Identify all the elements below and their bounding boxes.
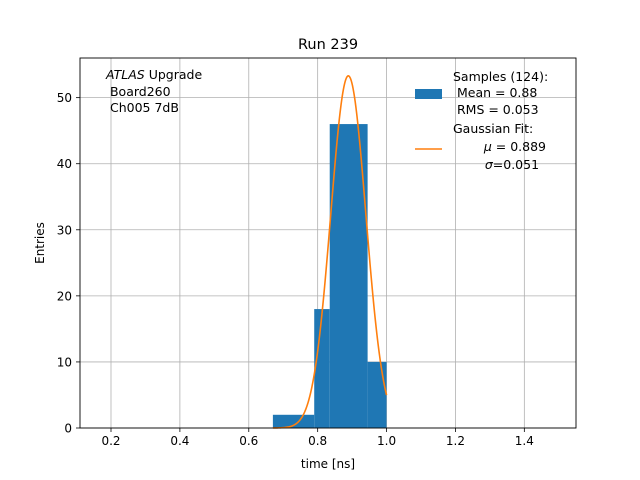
x-tick-label: 0.4: [170, 434, 189, 448]
legend: Samples (124): Mean = 0.88 RMS = 0.053 G…: [415, 69, 566, 172]
x-axis-ticks: 0.2 0.4 0.6 0.8 1.0 1.2 1.4: [101, 428, 534, 448]
legend-samples-rms: RMS = 0.053: [453, 102, 539, 117]
plot-frame: [79, 57, 577, 429]
legend-swatch-samples: [415, 89, 442, 99]
legend-fit-mu-value: = 0.889: [492, 139, 546, 154]
y-tick-label: 30: [57, 223, 72, 237]
grid: [80, 58, 576, 429]
legend-samples-mean: Mean = 0.88: [453, 85, 537, 100]
y-tick-label: 10: [57, 355, 72, 369]
annotation: ATLAS Upgrade Board260 Ch005 7dB: [105, 67, 202, 115]
annotation-upgrade: Upgrade: [145, 67, 203, 82]
y-tick-label: 20: [57, 289, 72, 303]
legend-fit-sigma-value: =0.051: [493, 157, 539, 172]
y-tick-label: 50: [57, 91, 72, 105]
x-axis-label: time [ns]: [301, 457, 355, 471]
annotation-experiment: ATLAS: [105, 67, 145, 82]
annotation-channel: Ch005 7dB: [106, 100, 179, 115]
legend-fit-sigma-symbol: σ: [485, 157, 494, 172]
legend-fit-mu-symbol: μ: [483, 139, 492, 154]
y-tick-label: 40: [57, 157, 72, 171]
legend-fit-title: Gaussian Fit:: [453, 121, 533, 136]
svg-text:μ = 0.889: μ = 0.889: [456, 139, 566, 154]
chart-title: Run 239: [298, 37, 358, 53]
gaussian-fit-curve: [272, 75, 388, 429]
histogram-bar: [329, 124, 368, 429]
x-tick-label: 0.6: [239, 434, 258, 448]
svg-text:ATLAS Upgrade: ATLAS Upgrade: [105, 67, 202, 82]
histogram-bar: [314, 309, 330, 428]
y-tick-label: 0: [64, 422, 72, 436]
histogram-bar: [272, 414, 315, 428]
y-axis-ticks: 0 10 20 30 40 50: [57, 91, 80, 436]
x-tick-label: 0.2: [101, 434, 120, 448]
histogram-bar: [367, 361, 387, 428]
legend-samples-title: Samples (124):: [453, 69, 548, 84]
x-tick-label: 1.2: [446, 434, 465, 448]
x-tick-label: 0.8: [308, 434, 327, 448]
svg-text:σ=0.051: σ=0.051: [457, 157, 559, 172]
y-axis-label: Entries: [33, 222, 47, 264]
histogram-bars: [272, 124, 387, 429]
x-tick-label: 1.4: [515, 434, 534, 448]
x-tick-label: 1.0: [377, 434, 396, 448]
annotation-board: Board260: [106, 84, 171, 99]
